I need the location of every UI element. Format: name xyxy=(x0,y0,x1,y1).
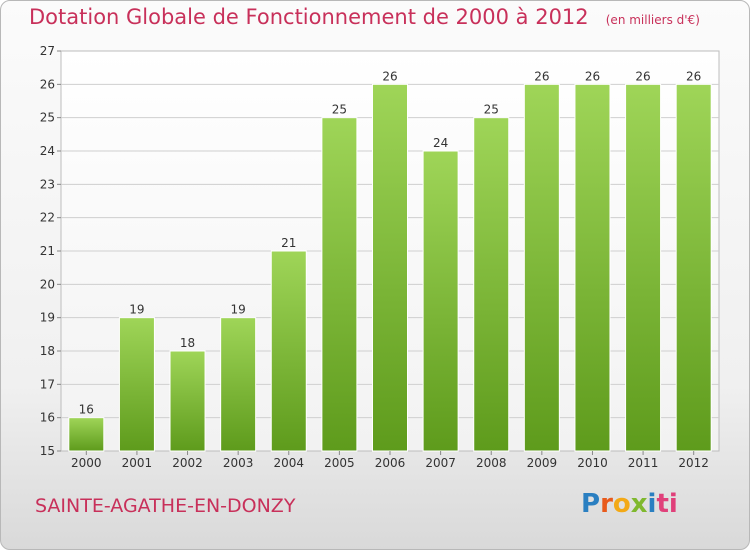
y-tick-label: 16 xyxy=(40,411,55,425)
bar xyxy=(625,83,662,452)
data-label: 25 xyxy=(332,103,347,117)
x-tick-label: 2005 xyxy=(324,456,355,470)
bar xyxy=(270,250,307,452)
bar xyxy=(372,83,408,452)
bar xyxy=(473,117,510,452)
bar xyxy=(422,150,459,452)
y-tick-label: 17 xyxy=(40,377,55,391)
y-tick-label: 27 xyxy=(40,44,55,58)
data-label: 18 xyxy=(180,336,195,350)
data-label: 26 xyxy=(534,69,549,83)
x-tick-label: 2006 xyxy=(375,456,406,470)
y-tick-label: 23 xyxy=(40,177,55,191)
bar xyxy=(118,317,155,452)
x-tick-label: 2011 xyxy=(628,456,659,470)
x-tick-label: 2007 xyxy=(425,456,456,470)
data-label: 26 xyxy=(635,69,650,83)
y-tick-label: 18 xyxy=(40,344,55,358)
chart-title-text: Dotation Globale de Fonctionnement de 20… xyxy=(29,5,589,29)
chart-unit-note: (en milliers d'€) xyxy=(605,13,700,27)
bar xyxy=(68,417,105,452)
commune-name: SAINTE-AGATHE-EN-DONZY xyxy=(35,495,296,517)
x-tick-label: 2000 xyxy=(71,456,102,470)
data-label: 19 xyxy=(231,303,246,317)
x-tick-label: 2010 xyxy=(577,456,608,470)
y-tick-label: 19 xyxy=(40,311,55,325)
proxiti-logo: Proxiti xyxy=(581,489,678,519)
bar xyxy=(321,117,358,452)
y-tick-label: 15 xyxy=(40,444,55,458)
x-tick-label: 2004 xyxy=(273,456,304,470)
x-tick-label: 2002 xyxy=(172,456,203,470)
y-tick-label: 21 xyxy=(40,244,55,258)
x-tick-label: 2009 xyxy=(527,456,558,470)
data-label: 26 xyxy=(585,69,600,83)
bar xyxy=(523,83,560,452)
y-tick-label: 26 xyxy=(40,77,55,91)
x-tick-label: 2003 xyxy=(223,456,254,470)
bar xyxy=(169,350,206,452)
x-tick-label: 2008 xyxy=(476,456,507,470)
bar xyxy=(574,83,611,452)
bar xyxy=(220,317,257,452)
data-label: 26 xyxy=(382,69,397,83)
y-tick-label: 22 xyxy=(40,211,55,225)
data-label: 19 xyxy=(129,303,144,317)
y-tick-label: 20 xyxy=(40,277,55,291)
x-tick-label: 2012 xyxy=(678,456,709,470)
chart-title: Dotation Globale de Fonctionnement de 20… xyxy=(29,5,700,29)
data-label: 26 xyxy=(686,69,701,83)
bar xyxy=(675,83,712,452)
data-label: 24 xyxy=(433,136,448,150)
y-tick-label: 25 xyxy=(40,111,55,125)
data-label: 16 xyxy=(79,403,94,417)
data-label: 21 xyxy=(281,236,296,250)
y-tick-label: 24 xyxy=(40,144,55,158)
data-label: 25 xyxy=(484,103,499,117)
x-tick-label: 2001 xyxy=(122,456,153,470)
